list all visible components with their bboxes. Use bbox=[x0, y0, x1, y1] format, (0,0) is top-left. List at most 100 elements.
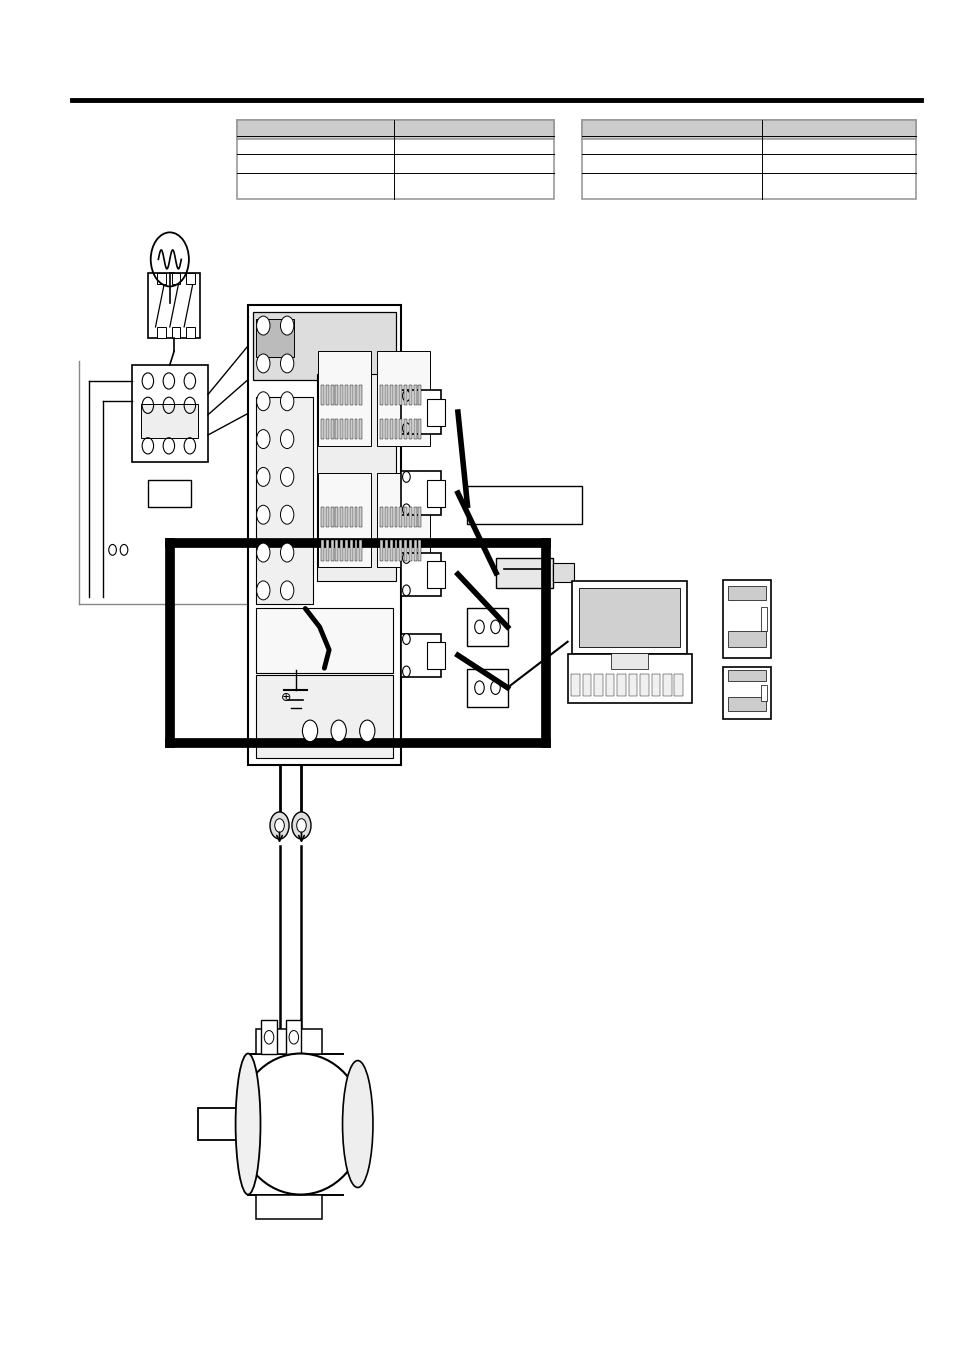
Bar bbox=[355, 540, 357, 561]
Circle shape bbox=[402, 666, 410, 677]
Bar bbox=[335, 540, 338, 561]
Bar bbox=[581, 120, 915, 199]
Circle shape bbox=[280, 430, 294, 449]
Bar bbox=[727, 631, 765, 647]
Circle shape bbox=[402, 553, 410, 563]
Circle shape bbox=[256, 581, 270, 600]
Bar bbox=[722, 580, 770, 658]
Bar bbox=[355, 507, 357, 527]
Bar bbox=[567, 654, 691, 703]
Bar bbox=[141, 404, 198, 438]
Bar bbox=[385, 540, 388, 561]
Circle shape bbox=[256, 543, 270, 562]
Bar bbox=[385, 507, 388, 527]
Bar bbox=[427, 399, 444, 426]
Bar bbox=[404, 507, 407, 527]
Circle shape bbox=[292, 812, 311, 839]
Bar bbox=[404, 419, 407, 439]
Bar bbox=[400, 634, 440, 677]
Bar bbox=[255, 319, 294, 357]
Bar bbox=[359, 507, 362, 527]
Bar bbox=[148, 273, 200, 338]
Bar bbox=[662, 674, 671, 696]
Bar bbox=[582, 674, 591, 696]
Bar bbox=[350, 385, 353, 405]
Bar bbox=[380, 385, 383, 405]
Circle shape bbox=[274, 819, 284, 832]
Bar bbox=[380, 419, 383, 439]
Bar bbox=[578, 588, 679, 647]
Bar bbox=[572, 581, 686, 654]
Bar bbox=[340, 419, 343, 439]
Bar bbox=[148, 480, 191, 507]
Bar bbox=[340, 507, 343, 527]
Ellipse shape bbox=[235, 1054, 260, 1194]
Bar bbox=[404, 385, 407, 405]
Bar bbox=[248, 305, 400, 765]
Bar bbox=[255, 1029, 322, 1054]
Bar bbox=[674, 674, 682, 696]
Bar bbox=[427, 561, 444, 588]
Bar bbox=[321, 507, 324, 527]
Bar bbox=[345, 385, 348, 405]
Bar bbox=[359, 419, 362, 439]
Bar bbox=[331, 385, 334, 405]
Circle shape bbox=[280, 467, 294, 486]
Circle shape bbox=[256, 354, 270, 373]
Bar bbox=[395, 385, 397, 405]
Bar bbox=[390, 385, 393, 405]
Circle shape bbox=[280, 316, 294, 335]
Bar bbox=[157, 273, 166, 284]
Bar bbox=[418, 385, 421, 405]
Bar bbox=[326, 540, 329, 561]
Ellipse shape bbox=[342, 1061, 373, 1188]
Circle shape bbox=[109, 544, 116, 555]
Bar bbox=[355, 419, 357, 439]
Bar bbox=[399, 419, 402, 439]
Bar bbox=[253, 312, 395, 380]
Bar bbox=[418, 540, 421, 561]
Bar bbox=[172, 273, 180, 284]
Circle shape bbox=[256, 392, 270, 411]
Bar bbox=[355, 385, 357, 405]
Bar bbox=[335, 419, 338, 439]
Bar bbox=[553, 563, 574, 582]
Bar bbox=[350, 419, 353, 439]
Bar bbox=[399, 540, 402, 561]
Circle shape bbox=[402, 471, 410, 482]
Bar bbox=[359, 540, 362, 561]
Bar bbox=[651, 674, 659, 696]
Bar bbox=[331, 419, 334, 439]
Circle shape bbox=[264, 1031, 274, 1044]
Bar bbox=[255, 676, 393, 758]
Circle shape bbox=[280, 354, 294, 373]
Bar bbox=[727, 586, 765, 600]
Text: ⊕: ⊕ bbox=[280, 690, 292, 704]
Bar bbox=[345, 540, 348, 561]
Circle shape bbox=[490, 681, 499, 694]
Ellipse shape bbox=[236, 1054, 364, 1194]
Bar bbox=[727, 697, 765, 711]
Bar bbox=[399, 507, 402, 527]
Circle shape bbox=[256, 430, 270, 449]
Bar bbox=[409, 507, 412, 527]
Bar bbox=[326, 385, 329, 405]
Circle shape bbox=[331, 720, 346, 742]
Bar bbox=[340, 540, 343, 561]
Bar bbox=[395, 507, 397, 527]
Circle shape bbox=[256, 316, 270, 335]
Bar bbox=[318, 351, 371, 446]
Bar bbox=[350, 540, 353, 561]
Bar bbox=[359, 385, 362, 405]
Circle shape bbox=[402, 423, 410, 434]
Bar bbox=[286, 1020, 301, 1054]
Circle shape bbox=[256, 467, 270, 486]
Bar bbox=[255, 608, 393, 673]
Bar bbox=[331, 507, 334, 527]
Bar bbox=[467, 486, 581, 524]
Bar bbox=[427, 642, 444, 669]
Bar bbox=[321, 385, 324, 405]
Bar bbox=[722, 667, 770, 719]
Bar bbox=[496, 558, 553, 588]
Bar bbox=[186, 327, 194, 338]
